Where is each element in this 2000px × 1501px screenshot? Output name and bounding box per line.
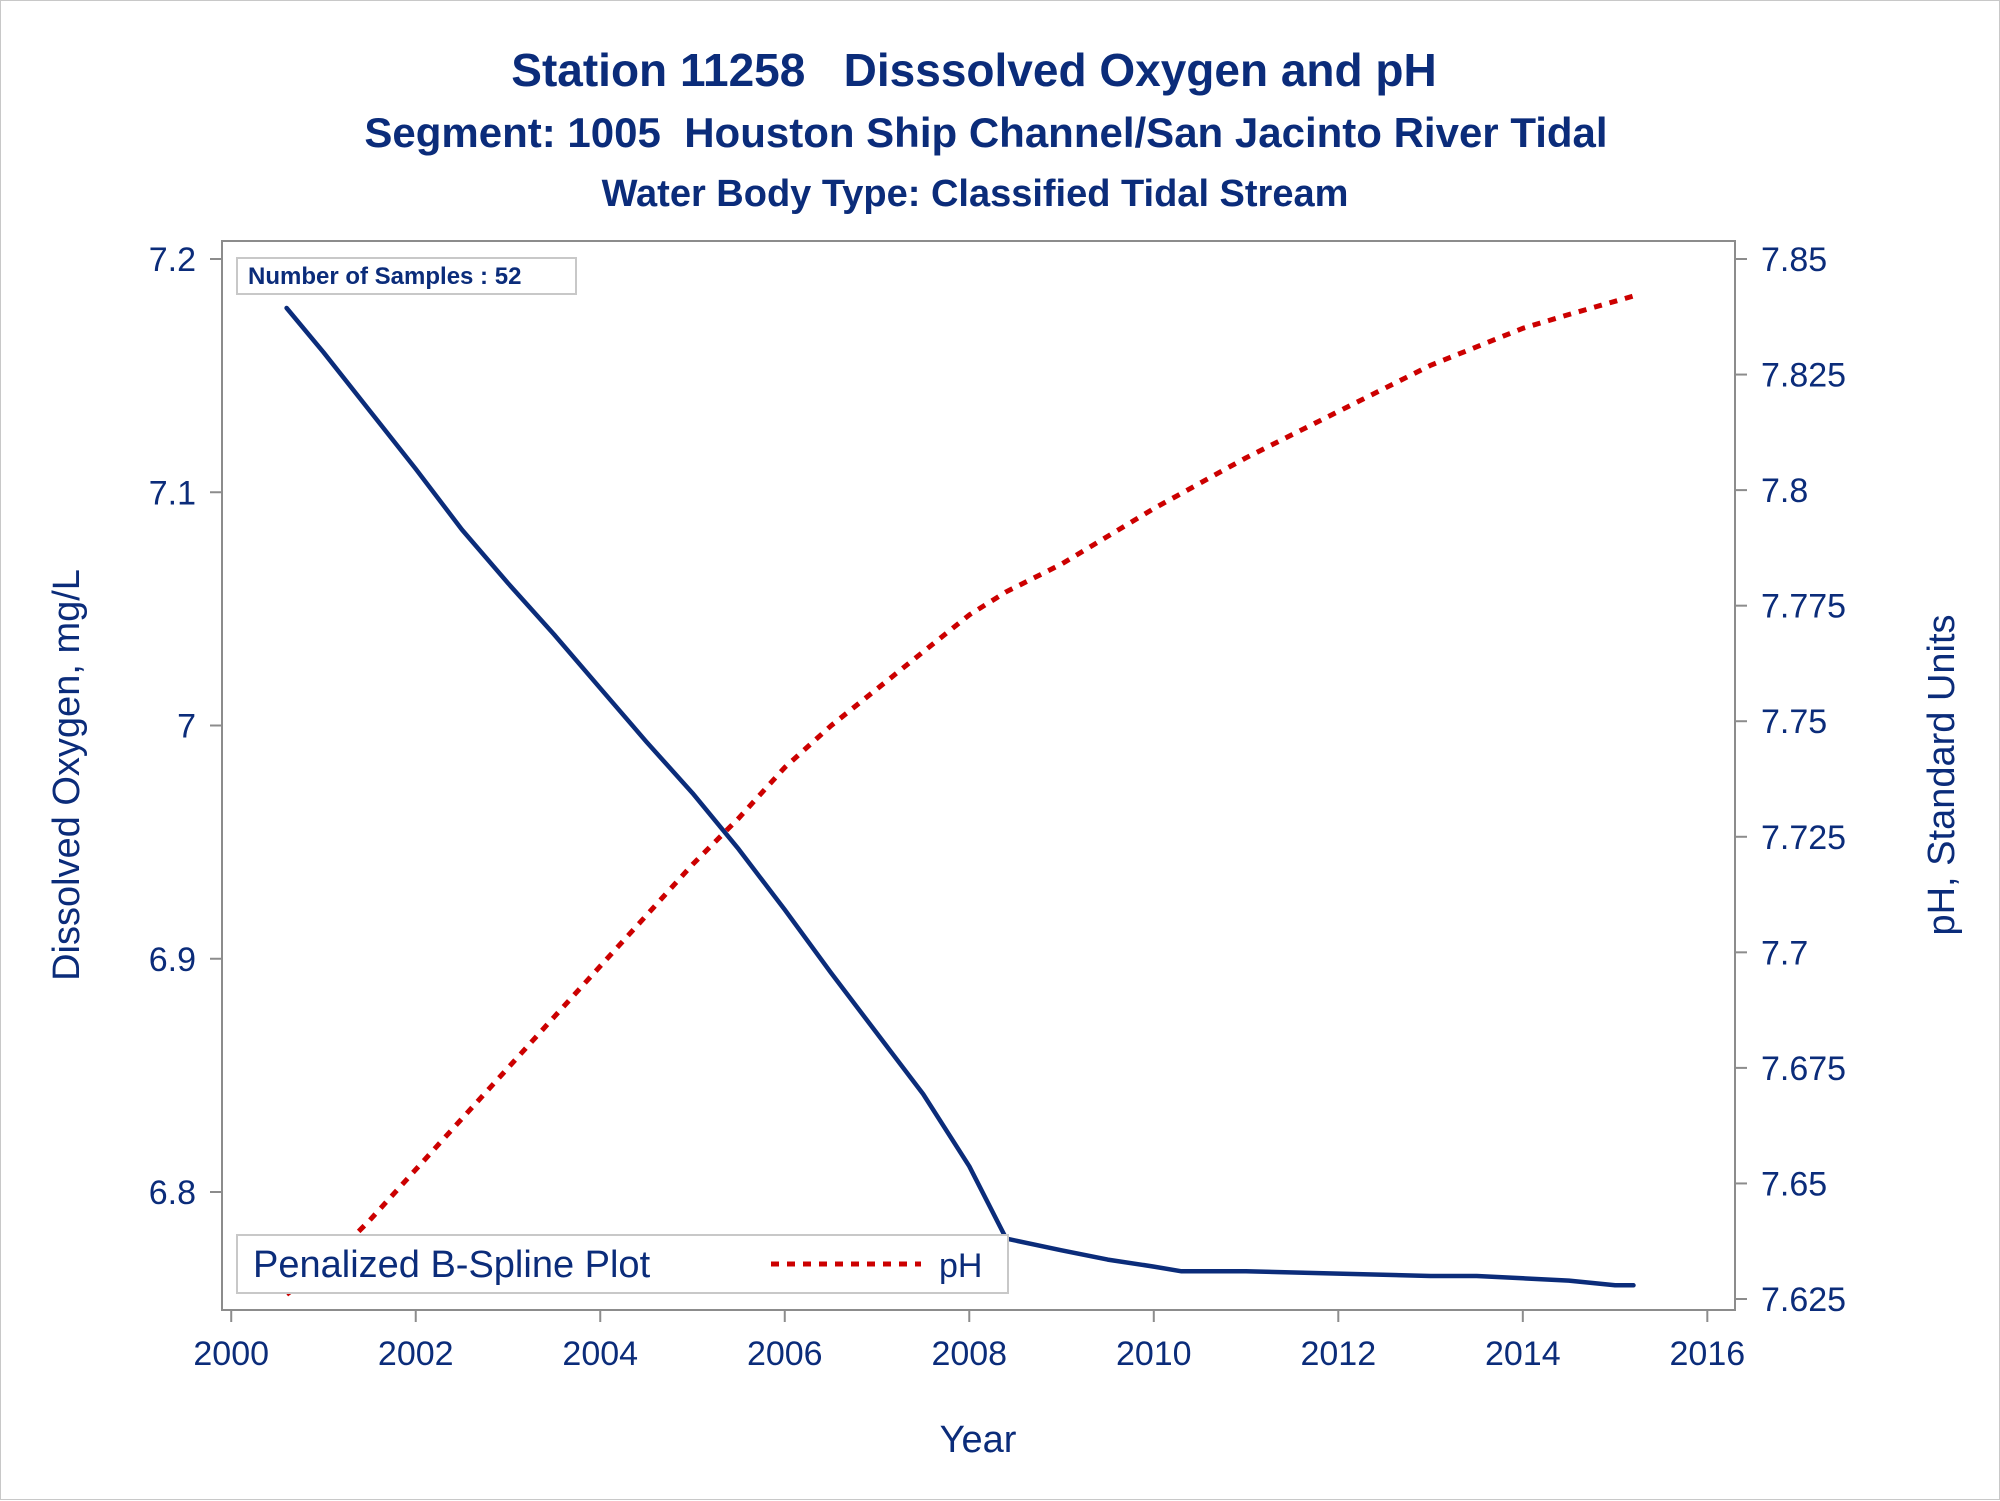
- x-tick-label: 2002: [378, 1335, 454, 1373]
- y2-tick-label: 7.725: [1761, 819, 1846, 857]
- x-axis: 2000 2002 2004 2006 2008 2010 2012 2014 2016: [193, 1310, 1745, 1373]
- y-tick-label: 7.1: [149, 474, 196, 512]
- y-tick-label: 6.8: [149, 1174, 196, 1212]
- x-tick-label: 2014: [1485, 1335, 1561, 1373]
- x-axis-label: Year: [940, 1419, 1017, 1461]
- x-tick-label: 2010: [1116, 1335, 1192, 1373]
- legend-ph-label: pH: [939, 1247, 982, 1285]
- legend-box: [236, 1234, 1009, 1294]
- y2-tick-label: 7.8: [1761, 472, 1808, 510]
- ph-series-line: [285, 293, 1635, 1297]
- x-tick-label: 2016: [1670, 1335, 1746, 1373]
- y2-tick-label: 7.625: [1761, 1281, 1846, 1319]
- y2-tick-label: 7.775: [1761, 588, 1846, 626]
- series-group: [284, 293, 1636, 1297]
- y2-axis-label: pH, Standard Units: [1921, 614, 1963, 935]
- y-tick-label: 7.2: [149, 241, 196, 279]
- sample-count-box: [236, 257, 577, 295]
- y-tick-label: 7: [177, 708, 196, 746]
- y2-tick-label: 7.7: [1761, 934, 1808, 972]
- legend-title: Penalized B-Spline Plot: [253, 1244, 651, 1286]
- plot-area: [221, 240, 1736, 1311]
- sample-count-text: Number of Samples : 52: [248, 263, 521, 290]
- y-tick-label: 6.9: [149, 941, 196, 979]
- chart-title: Station 11258 Disssolved Oxygen and pH: [511, 44, 1436, 96]
- y2-axis: 7.625 7.65 7.675 7.7 7.725 7.75 7.775 7.8 7.825 7…: [1735, 241, 1846, 1319]
- x-tick-label: 2006: [747, 1335, 823, 1373]
- y2-tick-label: 7.85: [1761, 241, 1827, 279]
- chart-subtitle-waterbody: Water Body Type: Classified Tidal Stream: [602, 173, 1349, 215]
- y-axis: 6.8 6.9 7 7.1 7.2: [149, 241, 222, 1212]
- x-tick-label: 2008: [931, 1335, 1007, 1373]
- x-tick-label: 2000: [193, 1335, 269, 1373]
- y2-tick-label: 7.75: [1761, 703, 1827, 741]
- y2-tick-label: 7.675: [1761, 1050, 1846, 1088]
- y2-tick-label: 7.825: [1761, 357, 1846, 395]
- y2-tick-label: 7.65: [1761, 1165, 1827, 1203]
- y-axis-label: Dissolved Oxygen, mg/L: [46, 569, 88, 981]
- dissolved-oxygen-series-line: [284, 305, 1636, 1288]
- chart-subtitle-segment: Segment: 1005 Houston Ship Channel/San J…: [364, 109, 1607, 156]
- x-tick-label: 2012: [1300, 1335, 1376, 1373]
- x-tick-label: 2004: [562, 1335, 638, 1373]
